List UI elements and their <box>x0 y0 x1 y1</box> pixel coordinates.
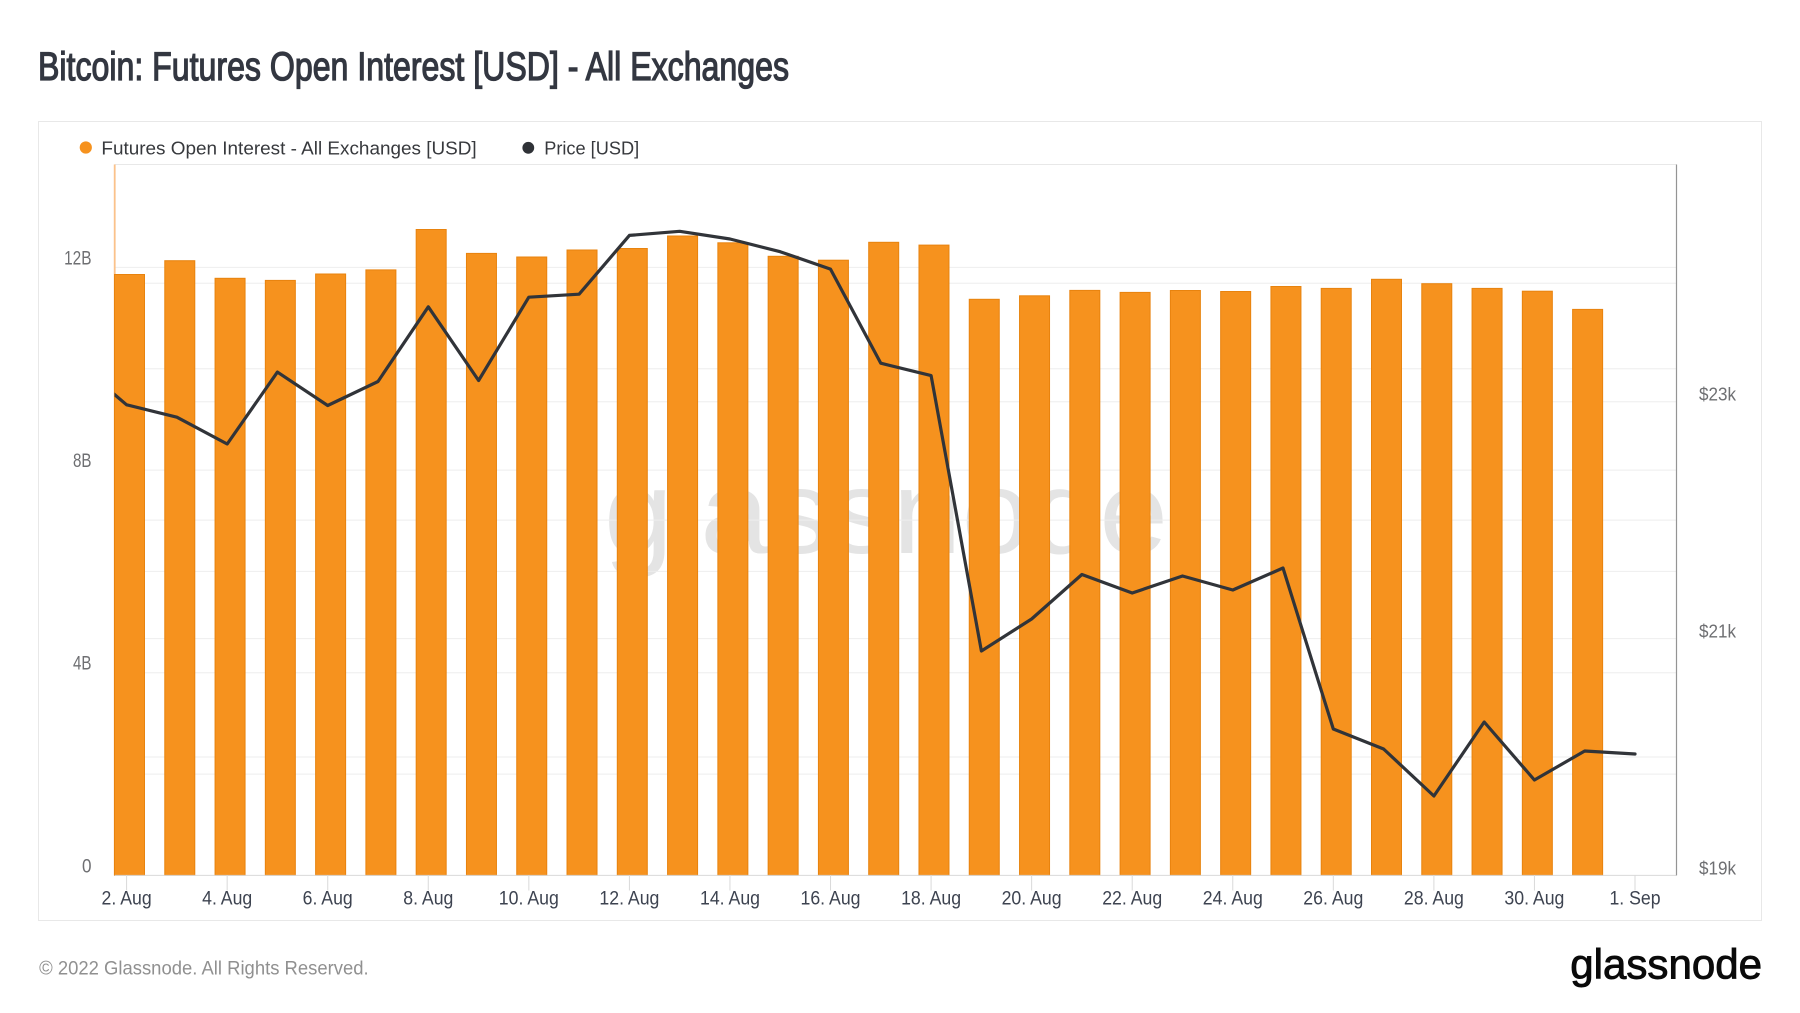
svg-text:Bitcoin: Futures Open Interest: Bitcoin: Futures Open Interest [USD] - A… <box>38 45 789 89</box>
svg-text:glassnode: glassnode <box>1570 940 1762 987</box>
svg-text:30. Aug: 30. Aug <box>1504 889 1564 910</box>
svg-text:26. Aug: 26. Aug <box>1303 889 1363 910</box>
svg-text:1. Sep: 1. Sep <box>1609 889 1660 910</box>
svg-text:12B: 12B <box>64 247 91 269</box>
svg-text:10. Aug: 10. Aug <box>499 889 559 910</box>
svg-text:20. Aug: 20. Aug <box>1002 889 1062 910</box>
svg-text:Price [USD]: Price [USD] <box>544 138 639 159</box>
svg-text:6. Aug: 6. Aug <box>303 889 353 910</box>
svg-text:4. Aug: 4. Aug <box>202 889 252 910</box>
svg-text:8B: 8B <box>73 450 92 472</box>
svg-text:8. Aug: 8. Aug <box>403 889 453 910</box>
svg-text:24. Aug: 24. Aug <box>1203 889 1263 910</box>
svg-text:16. Aug: 16. Aug <box>801 889 861 910</box>
svg-text:$23k: $23k <box>1699 384 1737 405</box>
svg-text:12. Aug: 12. Aug <box>599 889 659 910</box>
svg-text:0: 0 <box>82 855 92 877</box>
svg-text:© 2022 Glassnode. All Rights R: © 2022 Glassnode. All Rights Reserved. <box>39 958 369 980</box>
svg-text:18. Aug: 18. Aug <box>901 889 961 910</box>
svg-text:22. Aug: 22. Aug <box>1102 889 1162 910</box>
svg-text:2. Aug: 2. Aug <box>102 889 152 910</box>
svg-text:4B: 4B <box>73 653 92 675</box>
svg-text:14. Aug: 14. Aug <box>700 889 760 910</box>
svg-text:Futures Open Interest - All Ex: Futures Open Interest - All Exchanges [U… <box>101 138 476 159</box>
svg-text:$21k: $21k <box>1699 621 1737 642</box>
svg-text:$19k: $19k <box>1699 857 1737 878</box>
svg-text:28. Aug: 28. Aug <box>1404 889 1464 910</box>
